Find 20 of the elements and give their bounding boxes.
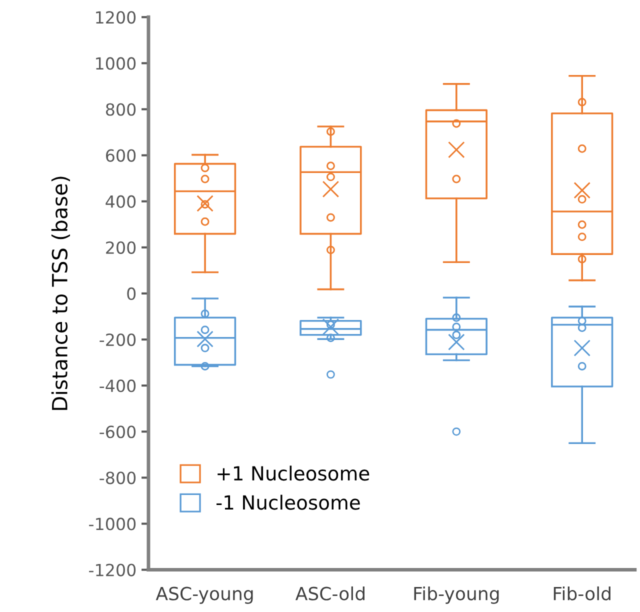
y-tick-label: -1200 [89, 564, 136, 576]
legend-label: -1 Nucleosome [216, 494, 360, 510]
y-tick-label: 0 [127, 287, 136, 300]
x-tick-label: ASC-old [295, 586, 364, 600]
y-tick-label: -200 [100, 333, 136, 346]
y-tick-label: -800 [100, 472, 136, 484]
x-tick-label: Fib-young [414, 586, 499, 604]
y-tick-label: -1000 [89, 518, 136, 530]
y-tick-label: 600 [106, 149, 136, 162]
legend-label: +1 Nucleosome [218, 466, 370, 481]
y-tick-label: 200 [106, 241, 136, 254]
x-tick-label: ASC-young [156, 586, 253, 604]
y-tick-label: 1000 [96, 57, 136, 70]
y-axis-title: Distance to TSS (base) [51, 176, 70, 410]
y-tick-label: 400 [106, 195, 136, 208]
y-tick-label: -400 [100, 380, 136, 392]
y-tick-label: -600 [100, 426, 136, 438]
y-tick-label: 800 [106, 103, 136, 116]
x-tick-label: Fib-old [554, 586, 610, 600]
y-tick-label: 1200 [96, 11, 136, 24]
